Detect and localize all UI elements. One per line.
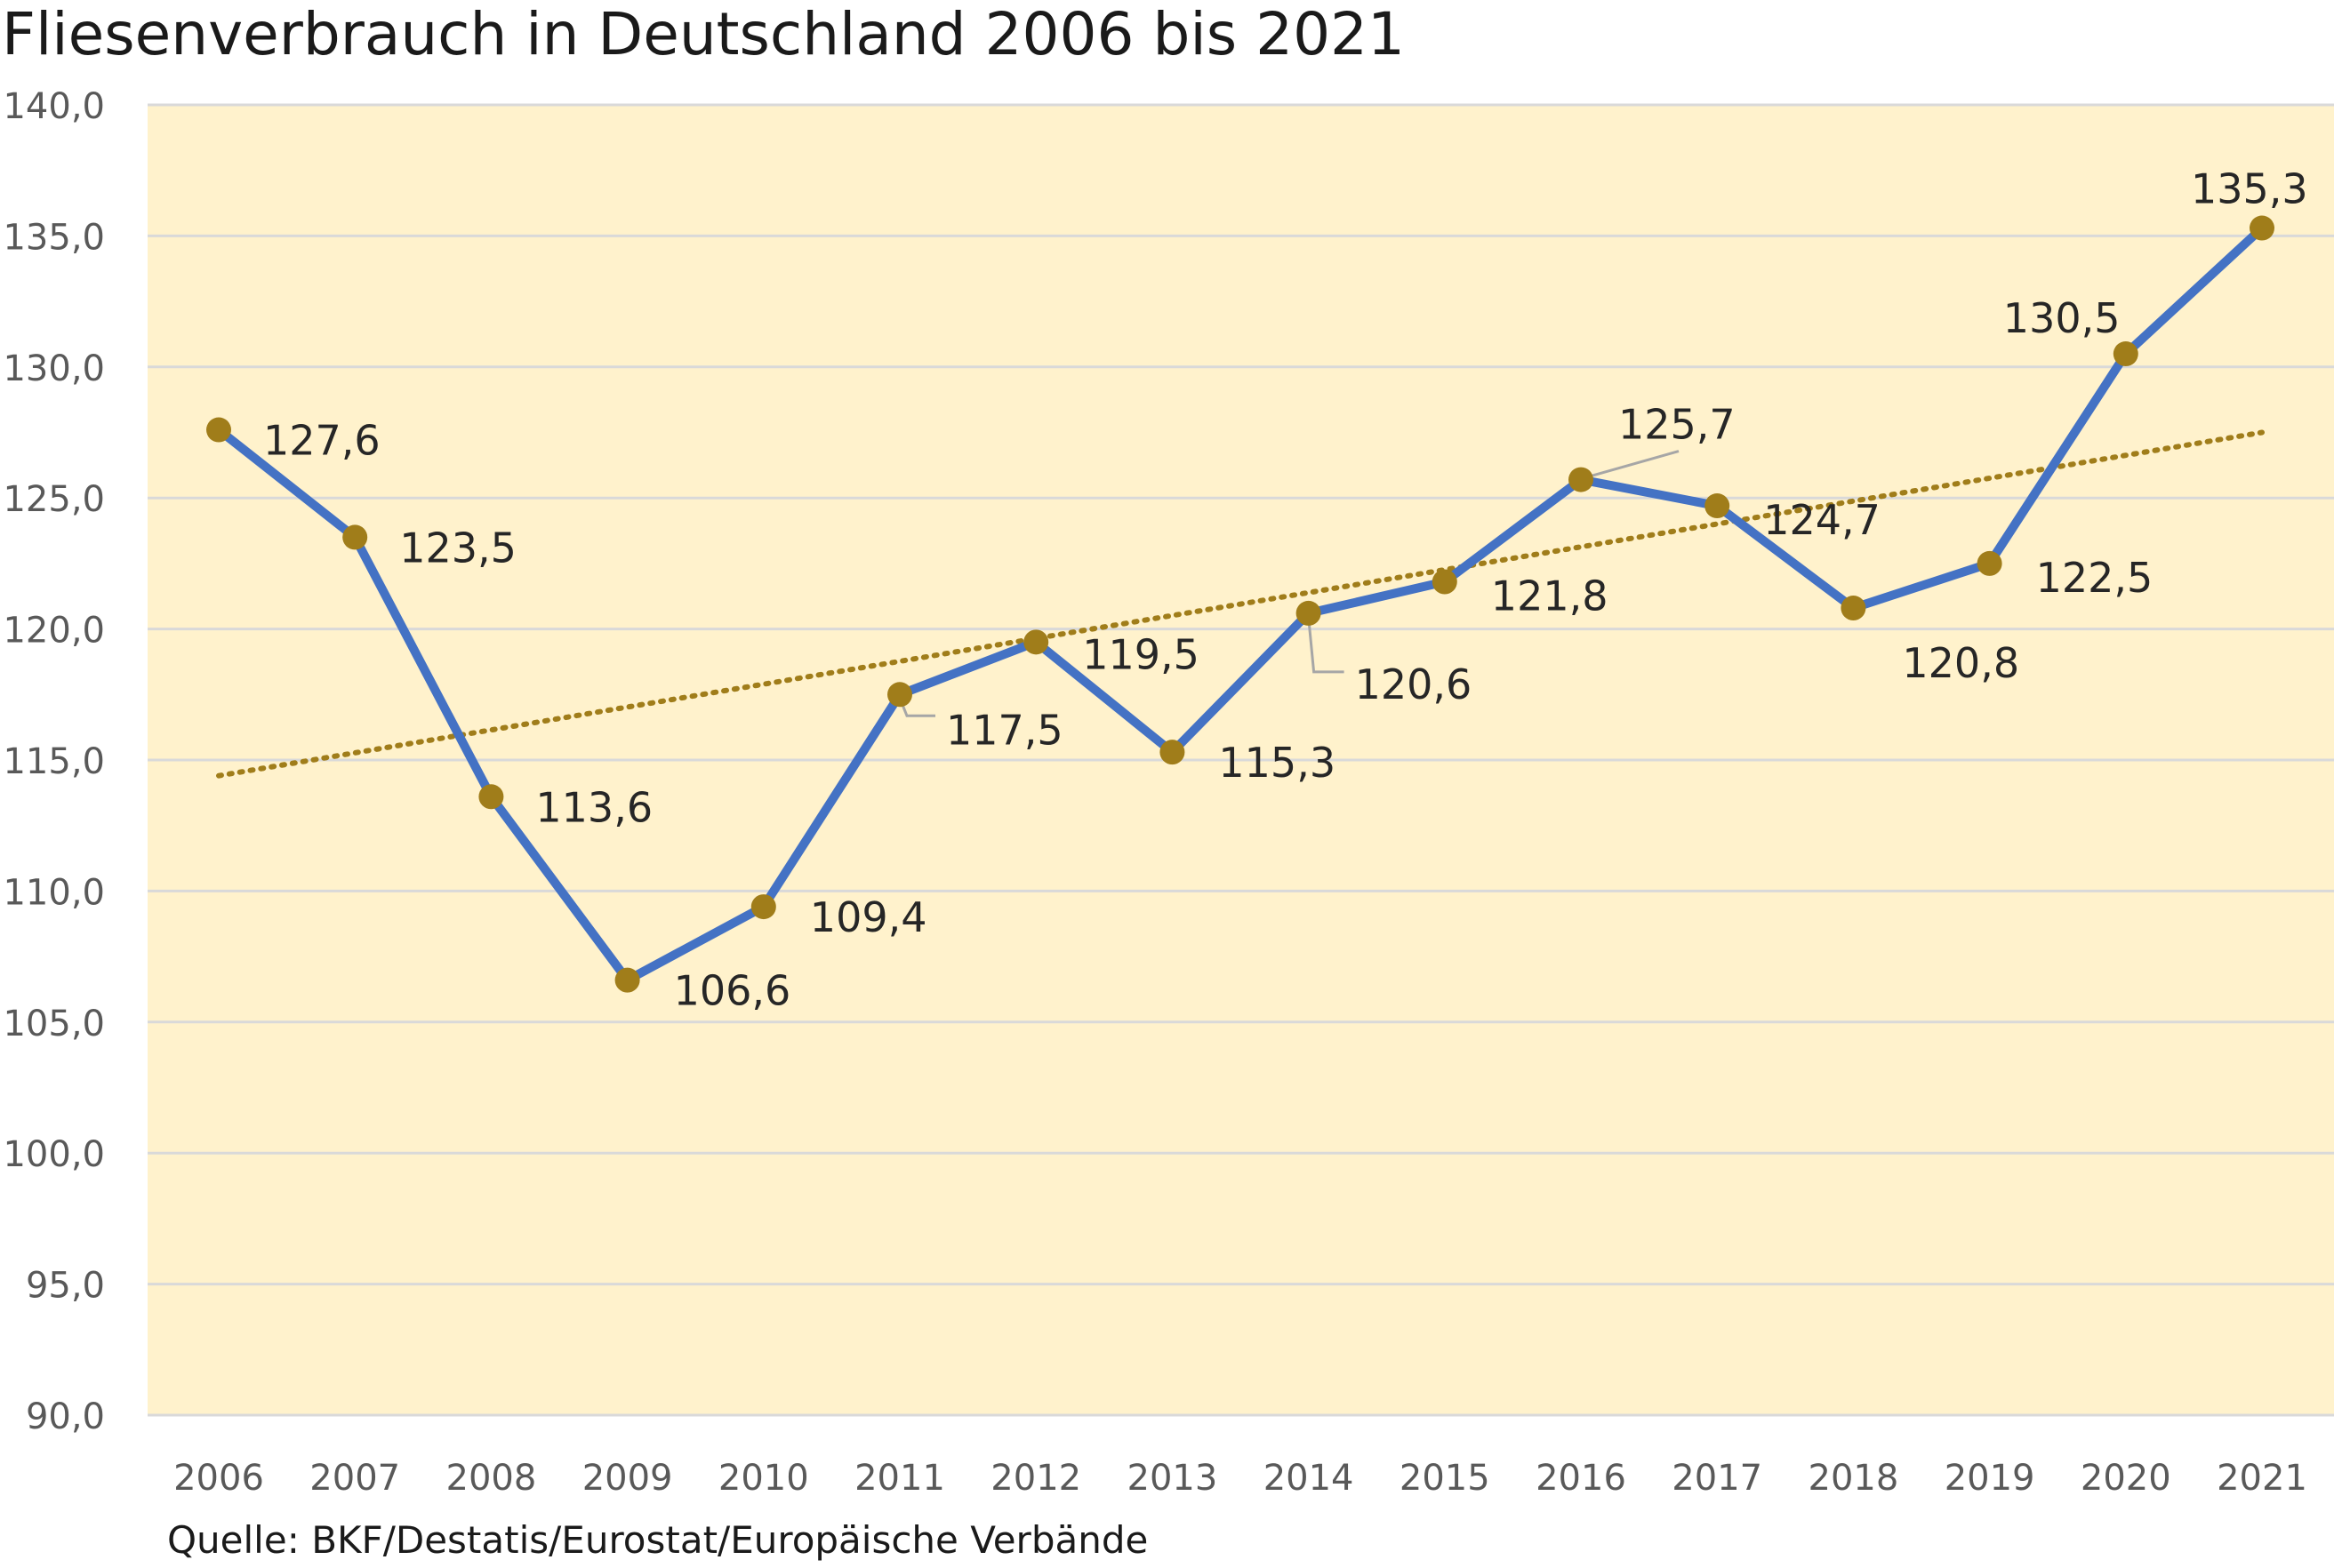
data-label: 125,7 bbox=[1618, 401, 1736, 449]
x-tick-label: 2017 bbox=[1672, 1458, 1762, 1499]
data-point bbox=[478, 784, 504, 810]
x-tick-label: 2014 bbox=[1263, 1458, 1354, 1499]
data-label: 135,3 bbox=[2191, 165, 2308, 213]
x-tick-label: 2018 bbox=[1809, 1458, 1899, 1499]
data-label: 120,6 bbox=[1355, 660, 1472, 708]
data-point bbox=[1841, 596, 1866, 621]
series-group bbox=[206, 215, 2274, 993]
data-label: 124,7 bbox=[1763, 496, 1881, 544]
data-labels: 127,6 123,5 113,6 106,6 109,4 117,5 119,5 115,3… bbox=[263, 165, 2308, 1015]
data-point bbox=[206, 417, 231, 443]
data-label: 106,6 bbox=[674, 967, 791, 1015]
data-label: 120,8 bbox=[1902, 639, 2019, 687]
data-label: 122,5 bbox=[2036, 554, 2154, 602]
chart-title: Fliesenverbrauch in Deutschland 2006 bis… bbox=[2, 0, 1406, 68]
gridlines bbox=[148, 103, 2334, 1417]
data-point bbox=[1432, 569, 1457, 595]
x-tick-label: 2009 bbox=[582, 1458, 673, 1499]
trendline bbox=[216, 429, 2265, 779]
x-tick-label: 2021 bbox=[2217, 1458, 2307, 1499]
y-tick-label: 125,0 bbox=[3, 479, 105, 520]
series-line bbox=[214, 223, 2266, 985]
trendline-group bbox=[216, 429, 2265, 779]
x-tick-label: 2011 bbox=[854, 1458, 945, 1499]
source-note: Quelle: BKF/Destatis/Eurostat/Europäisch… bbox=[167, 1518, 1149, 1562]
y-tick-label: 100,0 bbox=[3, 1134, 105, 1175]
data-point bbox=[2113, 341, 2138, 367]
x-tick-label: 2013 bbox=[1127, 1458, 1218, 1499]
data-point bbox=[750, 894, 776, 920]
data-point bbox=[1704, 493, 1730, 519]
data-label: 115,3 bbox=[1218, 739, 1335, 787]
x-tick-label: 2006 bbox=[173, 1458, 264, 1499]
data-point bbox=[1295, 600, 1321, 626]
data-label: 123,5 bbox=[399, 524, 517, 572]
y-tick-label: 120,0 bbox=[3, 611, 105, 652]
data-point bbox=[1159, 740, 1185, 765]
data-label: 119,5 bbox=[1082, 630, 1199, 678]
y-tick-label: 105,0 bbox=[3, 1004, 105, 1044]
x-axis: 2006 2007 2008 2009 2010 2011 2012 2013 2014 2015… bbox=[173, 1458, 2307, 1499]
x-tick-label: 2019 bbox=[1945, 1458, 2035, 1499]
data-point bbox=[1568, 467, 1593, 492]
y-tick-label: 140,0 bbox=[3, 86, 105, 127]
y-tick-label: 135,0 bbox=[3, 217, 105, 258]
x-tick-label: 2020 bbox=[2081, 1458, 2171, 1499]
y-tick-label: 90,0 bbox=[26, 1396, 105, 1437]
x-tick-label: 2015 bbox=[1400, 1458, 1490, 1499]
y-axis: 90,0 95,0 100,0 105,0 110,0 115,0 120,0 125,0 13… bbox=[3, 86, 105, 1437]
x-tick-label: 2012 bbox=[991, 1458, 1081, 1499]
data-point bbox=[887, 682, 912, 708]
data-point bbox=[2250, 215, 2274, 241]
data-label: 117,5 bbox=[946, 706, 1063, 754]
data-label: 121,8 bbox=[1491, 572, 1608, 620]
data-label: 109,4 bbox=[810, 893, 927, 941]
x-tick-label: 2016 bbox=[1536, 1458, 1626, 1499]
leader-line bbox=[1307, 616, 1344, 674]
data-label: 130,5 bbox=[2003, 294, 2121, 342]
data-point bbox=[1023, 629, 1049, 655]
data-point bbox=[614, 967, 640, 993]
x-tick-label: 2008 bbox=[446, 1458, 537, 1499]
y-tick-label: 115,0 bbox=[3, 741, 105, 782]
data-point bbox=[1977, 550, 2002, 576]
y-tick-label: 110,0 bbox=[3, 872, 105, 913]
data-label: 113,6 bbox=[535, 783, 653, 831]
y-tick-label: 95,0 bbox=[26, 1266, 105, 1307]
x-tick-label: 2010 bbox=[718, 1458, 809, 1499]
data-point bbox=[342, 524, 368, 550]
y-tick-label: 130,0 bbox=[3, 348, 105, 389]
data-label: 127,6 bbox=[263, 417, 381, 465]
x-tick-label: 2007 bbox=[309, 1458, 400, 1499]
leader-line bbox=[1584, 450, 1680, 480]
